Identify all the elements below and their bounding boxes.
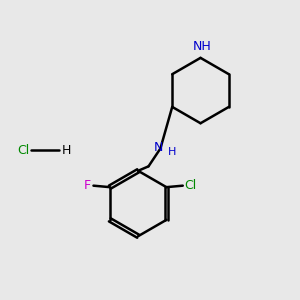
Text: H: H xyxy=(167,147,176,157)
Text: F: F xyxy=(84,179,91,192)
Text: N: N xyxy=(154,140,164,154)
Text: H: H xyxy=(62,143,71,157)
Text: Cl: Cl xyxy=(17,143,30,157)
Text: NH: NH xyxy=(193,40,211,53)
Text: Cl: Cl xyxy=(184,179,196,192)
